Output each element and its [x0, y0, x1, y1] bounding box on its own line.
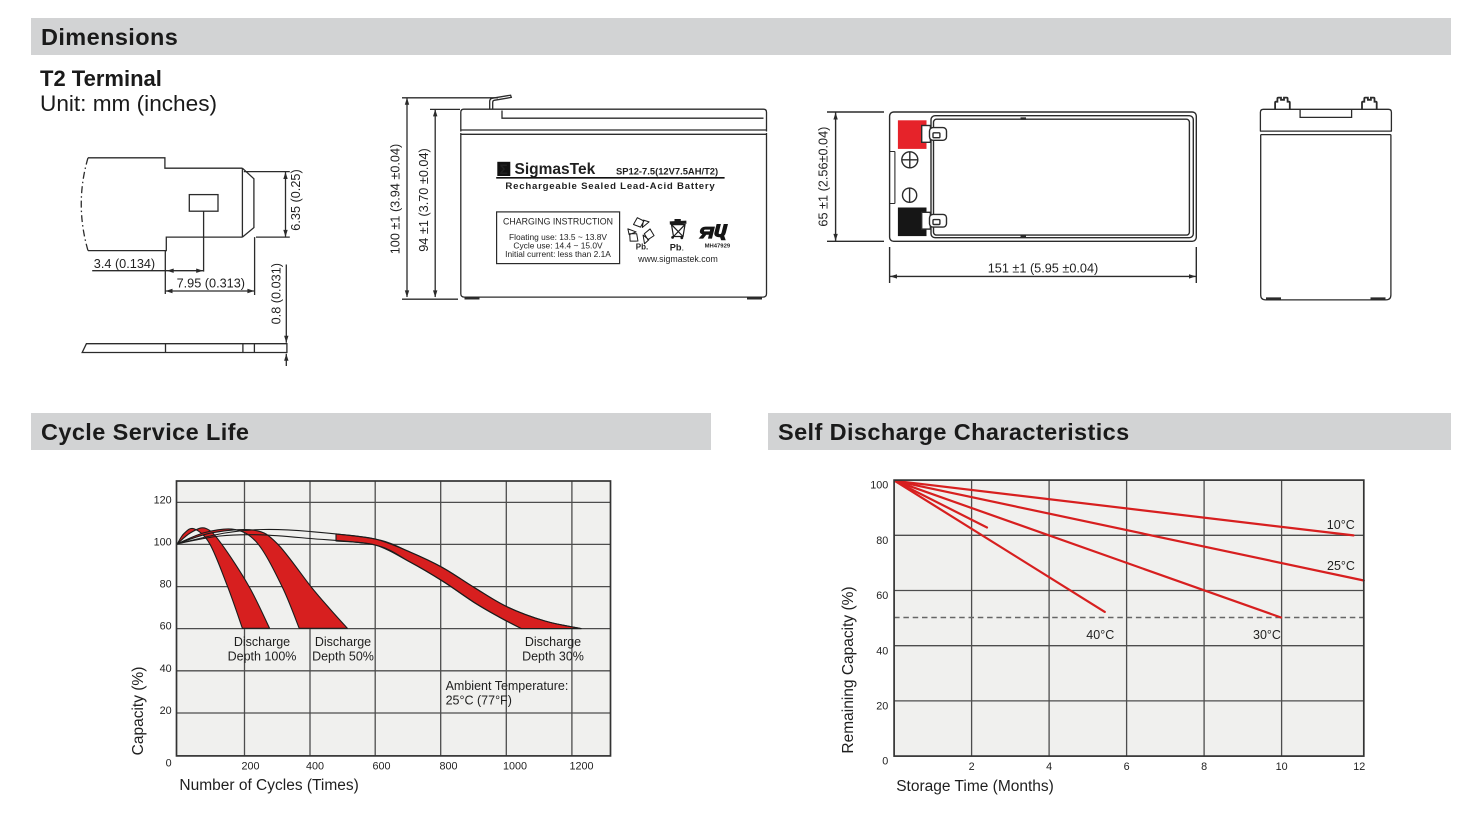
- svg-text:Ambient Temperature:: Ambient Temperature:: [446, 679, 569, 693]
- svg-text:Remaining Capacity (%): Remaining Capacity (%): [840, 586, 857, 753]
- svg-text:1000: 1000: [503, 761, 527, 773]
- svg-text:10°C: 10°C: [1327, 518, 1355, 532]
- svg-text:120: 120: [154, 494, 172, 506]
- svg-text:100 ±1 (3.94 ±0.04): 100 ±1 (3.94 ±0.04): [389, 144, 403, 255]
- svg-text:0.8 (0.031): 0.8 (0.031): [270, 263, 284, 324]
- svg-text:100: 100: [154, 536, 172, 548]
- svg-text:Discharge: Discharge: [525, 635, 581, 649]
- svg-text:60: 60: [876, 590, 888, 602]
- svg-text:Initial current: less than 2.1: Initial current: less than 2.1A: [505, 249, 611, 259]
- svg-text:800: 800: [439, 761, 457, 773]
- svg-text:Depth 50%: Depth 50%: [312, 649, 374, 663]
- svg-text:Rechargeable Sealed Lead-Acid: Rechargeable Sealed Lead-Acid Battery: [505, 181, 715, 192]
- svg-text:80: 80: [160, 579, 172, 591]
- svg-text:40: 40: [876, 645, 888, 657]
- svg-text:25°C: 25°C: [1327, 559, 1355, 573]
- svg-text:Cycle use: 14.4 ~ 15.0V: Cycle use: 14.4 ~ 15.0V: [513, 241, 603, 251]
- svg-text:10: 10: [1276, 761, 1288, 773]
- svg-text:60: 60: [160, 621, 172, 633]
- svg-text:25°C (77°F): 25°C (77°F): [446, 693, 512, 707]
- svg-text:Floating use: 13.5 ~ 13.8V: Floating use: 13.5 ~ 13.8V: [509, 232, 607, 242]
- svg-text:30°C: 30°C: [1253, 628, 1281, 642]
- svg-text:Capacity (%): Capacity (%): [130, 667, 147, 756]
- svg-text:2: 2: [969, 761, 975, 773]
- svg-text:Number of Cycles (Times): Number of Cycles (Times): [179, 777, 358, 794]
- svg-text:Pb: Pb: [670, 243, 682, 253]
- svg-text:6: 6: [1124, 761, 1130, 773]
- svg-text:40: 40: [160, 663, 172, 675]
- svg-text:Discharge: Discharge: [315, 635, 371, 649]
- svg-text:0: 0: [166, 758, 172, 770]
- svg-text:80: 80: [876, 535, 888, 547]
- svg-text:Depth 30%: Depth 30%: [522, 649, 584, 663]
- svg-text:www.sigmastek.com: www.sigmastek.com: [637, 254, 718, 264]
- svg-text:Pb.: Pb.: [636, 242, 648, 251]
- svg-text:600: 600: [372, 761, 390, 773]
- svg-text:20: 20: [160, 705, 172, 717]
- svg-text:20: 20: [876, 701, 888, 713]
- svg-text:65 ±1 (2.56±0.04): 65 ±1 (2.56±0.04): [817, 127, 831, 227]
- svg-text:SigmasTek: SigmasTek: [515, 161, 596, 178]
- svg-text:Discharge: Discharge: [234, 635, 290, 649]
- svg-text:400: 400: [306, 761, 324, 773]
- svg-text:MH47929: MH47929: [705, 243, 731, 249]
- svg-text:Σ: Σ: [500, 162, 508, 177]
- svg-text:6.35 (0.25): 6.35 (0.25): [289, 169, 303, 230]
- svg-text:8: 8: [1201, 761, 1207, 773]
- svg-text:.: .: [682, 246, 684, 253]
- svg-text:3.4 (0.134): 3.4 (0.134): [94, 257, 155, 271]
- svg-text:12: 12: [1353, 761, 1365, 773]
- svg-text:40°C: 40°C: [1086, 628, 1114, 642]
- svg-text:SP12-7.5(12V7.5AH/T2): SP12-7.5(12V7.5AH/T2): [616, 166, 718, 177]
- svg-text:94 ±1 (3.70 ±0.04): 94 ±1 (3.70 ±0.04): [417, 148, 431, 252]
- svg-text:200: 200: [241, 761, 259, 773]
- svg-text:1200: 1200: [569, 761, 593, 773]
- svg-text:Depth 100%: Depth 100%: [228, 649, 297, 663]
- svg-text:Storage Time (Months): Storage Time (Months): [896, 778, 1054, 795]
- svg-text:100: 100: [870, 480, 888, 492]
- svg-text:CHARGING INSTRUCTION: CHARGING INSTRUCTION: [503, 217, 613, 227]
- svg-text:7.95 (0.313): 7.95 (0.313): [177, 277, 245, 291]
- svg-text:4: 4: [1046, 761, 1052, 773]
- svg-text:151 ±1 (5.95 ±0.04): 151 ±1 (5.95 ±0.04): [988, 262, 1099, 276]
- svg-text:0: 0: [882, 756, 888, 768]
